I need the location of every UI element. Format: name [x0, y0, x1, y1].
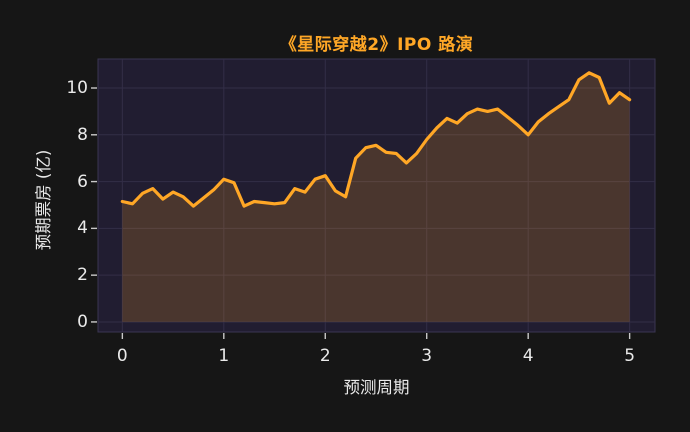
series-area-fill	[122, 72, 630, 322]
x-axis-label: 预测周期	[343, 378, 410, 397]
x-tick-label: 5	[624, 346, 636, 366]
y-axis-label: 预期票房 (亿)	[34, 149, 53, 251]
y-tick-label: 8	[77, 124, 88, 145]
x-tick-label: 0	[116, 346, 128, 366]
y-tick-label: 0	[77, 311, 88, 332]
x-tick-label: 3	[421, 346, 433, 366]
y-tick-label: 6	[77, 171, 88, 192]
x-tick-label: 2	[319, 346, 331, 366]
y-tick-label: 2	[77, 265, 88, 286]
x-tick-label: 1	[218, 346, 230, 366]
chart-title: 《星际穿越2》IPO 路演	[279, 35, 474, 55]
series-line	[120, 71, 632, 208]
y-tick-label: 10	[66, 78, 88, 98]
y-tick-label: 4	[77, 218, 88, 239]
x-tick-label: 4	[522, 346, 534, 366]
